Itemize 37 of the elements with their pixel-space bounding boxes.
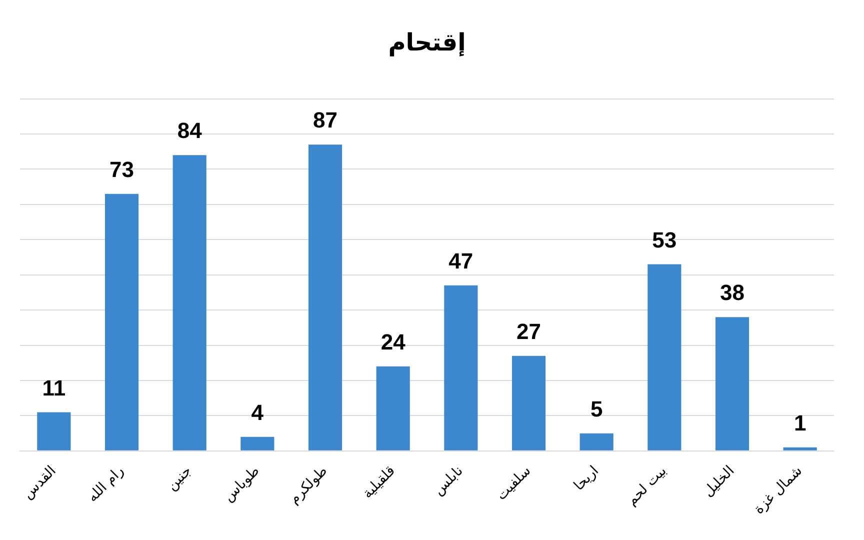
data-label: 5 (590, 396, 603, 422)
data-label: 87 (313, 108, 338, 133)
bar (240, 436, 274, 450)
data-label: 27 (516, 318, 541, 344)
bar (783, 447, 817, 450)
data-label: 84 (177, 118, 203, 144)
bar (376, 366, 410, 450)
x-tick-label: اريحا (570, 462, 602, 494)
bar (512, 356, 546, 450)
data-label: 73 (110, 156, 134, 182)
data-label: 53 (652, 227, 677, 252)
bar (104, 194, 139, 450)
data-label: 38 (720, 280, 744, 306)
x-tick-label: الخليل (700, 462, 738, 500)
data-label: 1 (794, 410, 806, 436)
bar (37, 412, 71, 450)
data-label: 24 (380, 329, 406, 354)
bar (648, 264, 682, 450)
chart-title: إقتحام (388, 28, 466, 57)
x-tick-label: شمال غزة (750, 462, 806, 518)
x-tick-label: طولكرم (286, 462, 331, 508)
data-label: 47 (448, 248, 474, 274)
bar (715, 317, 750, 450)
data-label: 11 (42, 375, 66, 400)
x-tick-label: طوباس (220, 462, 263, 506)
bar (444, 285, 478, 450)
x-tick-label: قلقيلية (360, 462, 398, 502)
x-tick-label: سلفيت (494, 462, 534, 504)
x-tick-label: نابلس (430, 462, 466, 499)
x-tick-label: القدس (20, 462, 60, 502)
x-tick-label: بيت لحم (624, 462, 670, 509)
x-tick-label: جنين (164, 462, 195, 494)
bar (308, 144, 342, 450)
data-label: 4 (251, 400, 264, 425)
x-tick-label: رام الله (84, 462, 128, 506)
bar (172, 155, 206, 450)
bar (580, 433, 614, 450)
